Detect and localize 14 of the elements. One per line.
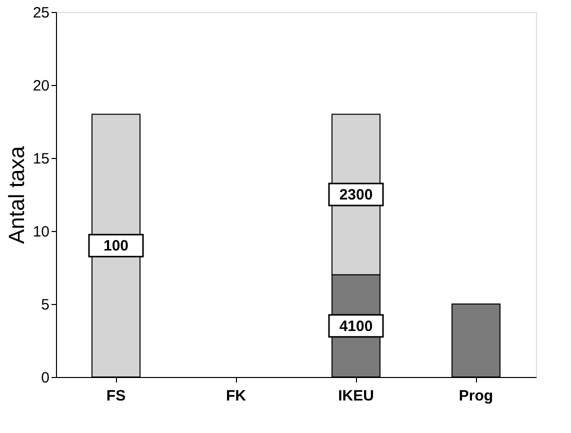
- annotation: 2300: [339, 186, 373, 204]
- y-tick-label: 25: [32, 4, 50, 22]
- annotation: 100: [103, 238, 129, 255]
- y-tick-label: 5: [41, 296, 50, 314]
- y-tick-label: 20: [32, 78, 50, 94]
- y-tick-label: 10: [32, 224, 50, 240]
- annotation: 4100: [339, 318, 373, 335]
- x-tick-label: Prog: [458, 388, 494, 404]
- x-tick-label: IKEU: [338, 388, 374, 404]
- x-tick-label: FS: [106, 388, 126, 404]
- x-tick-label: FK: [226, 388, 246, 404]
- y-axis-title: Antal taxa: [4, 145, 29, 244]
- y-tick-label: 15: [32, 150, 50, 168]
- y-tick-label: 0: [41, 370, 50, 386]
